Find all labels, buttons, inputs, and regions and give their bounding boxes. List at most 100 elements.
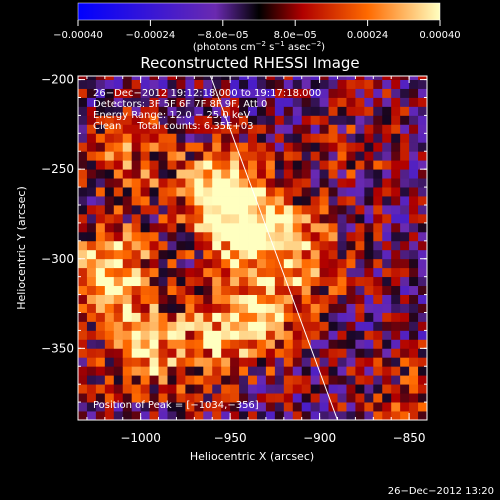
- heatmap-cell: [355, 187, 365, 197]
- heatmap-cell: [194, 258, 204, 269]
- heatmap-cell: [355, 231, 365, 242]
- heatmap-cell: [185, 402, 195, 412]
- heatmap-cell: [149, 330, 159, 340]
- heatmap-cell: [346, 249, 356, 260]
- heatmap-cell: [167, 402, 177, 412]
- heatmap-cell: [337, 213, 347, 224]
- heatmap-cell: [113, 97, 124, 107]
- heatmap-cell: [418, 76, 427, 80]
- heatmap-cell: [301, 285, 312, 295]
- heatmap-cell: [364, 357, 374, 367]
- heatmap-cell: [301, 231, 312, 242]
- heatmap-cell: [292, 124, 303, 134]
- heatmap-cell: [149, 294, 159, 304]
- heatmap-cell: [230, 133, 240, 143]
- heatmap-cell: [149, 375, 159, 385]
- heatmap-cell: [292, 133, 303, 143]
- heatmap-cell: [203, 357, 213, 367]
- heatmap-cell: [409, 205, 419, 215]
- heatmap-cell: [248, 321, 258, 331]
- heatmap-cell: [104, 151, 115, 161]
- colorbar-tick-label: 0.00040: [419, 30, 460, 41]
- heatmap-cell: [391, 133, 401, 143]
- heatmap-cell: [364, 115, 374, 125]
- heatmap-cell: [292, 375, 303, 385]
- heatmap-cell: [355, 106, 365, 116]
- heatmap-cell: [382, 88, 392, 98]
- heatmap-cell: [256, 124, 267, 134]
- heatmap-cell: [104, 231, 115, 242]
- heatmap-cell: [149, 240, 159, 251]
- heatmap-cell: [248, 196, 258, 206]
- heatmap-cell: [418, 133, 427, 143]
- heatmap-cell: [373, 76, 383, 80]
- heatmap-cell: [185, 348, 195, 358]
- heatmap-cell: [391, 258, 401, 269]
- heatmap-cell: [274, 106, 285, 116]
- heatmap-cell: [167, 151, 177, 161]
- heatmap-cell: [265, 312, 276, 322]
- heatmap-cell: [409, 321, 419, 331]
- heatmap-cell: [194, 160, 204, 170]
- heatmap-cell: [409, 97, 419, 107]
- heatmap-cell: [328, 321, 338, 331]
- heatmap-cell: [400, 187, 410, 197]
- heatmap-cell: [310, 393, 321, 403]
- heatmap-cell: [203, 393, 213, 403]
- heatmap-cell: [274, 79, 285, 89]
- heatmap-cell: [212, 276, 222, 287]
- heatmap-cell: [418, 402, 427, 412]
- heatmap-cell: [337, 124, 347, 134]
- heatmap-cell: [149, 411, 159, 420]
- heatmap-cell: [391, 231, 401, 242]
- heatmap-cell: [239, 330, 249, 340]
- heatmap-cell: [131, 88, 142, 98]
- heatmap-cell: [140, 303, 150, 313]
- heatmap-cell: [158, 115, 168, 125]
- heatmap-cell: [409, 294, 419, 304]
- heatmap-cell: [230, 411, 240, 420]
- heatmap-cell: [194, 169, 204, 179]
- heatmap-cell: [355, 294, 365, 304]
- heatmap-cell: [140, 196, 150, 206]
- heatmap-cell: [283, 339, 294, 349]
- heatmap-cell: [391, 339, 401, 349]
- heatmap-cell: [373, 384, 383, 394]
- heatmap-cell: [185, 205, 195, 215]
- heatmap-cell: [337, 411, 347, 420]
- heatmap-cell: [256, 196, 267, 206]
- heatmap-cell: [256, 76, 267, 80]
- heatmap-cell: [310, 258, 321, 269]
- heatmap-cell: [418, 124, 427, 134]
- heatmap-cell: [122, 97, 133, 107]
- heatmap-cell: [122, 222, 133, 233]
- heatmap-cell: [346, 231, 356, 242]
- heatmap-cell: [95, 169, 106, 179]
- heatmap-cell: [418, 321, 427, 331]
- heatmap-cell: [104, 196, 115, 206]
- x-axis: −1000 −950 −900 −850: [86, 76, 428, 445]
- heatmap-cell: [194, 411, 204, 420]
- heatmap-cell: [391, 303, 401, 313]
- heatmap-cell: [274, 393, 285, 403]
- heatmap-cell: [418, 267, 427, 278]
- heatmap-cell: [212, 213, 222, 224]
- heatmap-cell: [274, 76, 285, 80]
- heatmap-cell: [185, 321, 195, 331]
- heatmap-cell: [113, 196, 124, 206]
- heatmap-cell: [328, 222, 338, 233]
- heatmap-cell: [221, 402, 231, 412]
- heatmap-cell: [239, 375, 249, 385]
- heatmap-cell: [400, 276, 410, 287]
- heatmap-cell: [265, 357, 276, 367]
- heatmap-cell: [239, 348, 249, 358]
- heatmap-cell: [104, 76, 115, 80]
- heatmap-cell: [301, 142, 312, 152]
- heatmap-cell: [230, 330, 240, 340]
- heatmap-cell: [194, 106, 204, 116]
- heatmap-cell: [310, 106, 321, 116]
- heatmap-cell: [337, 375, 347, 385]
- heatmap-cell: [382, 258, 392, 269]
- heatmap-cell: [149, 169, 159, 179]
- heatmap-cell: [149, 97, 159, 107]
